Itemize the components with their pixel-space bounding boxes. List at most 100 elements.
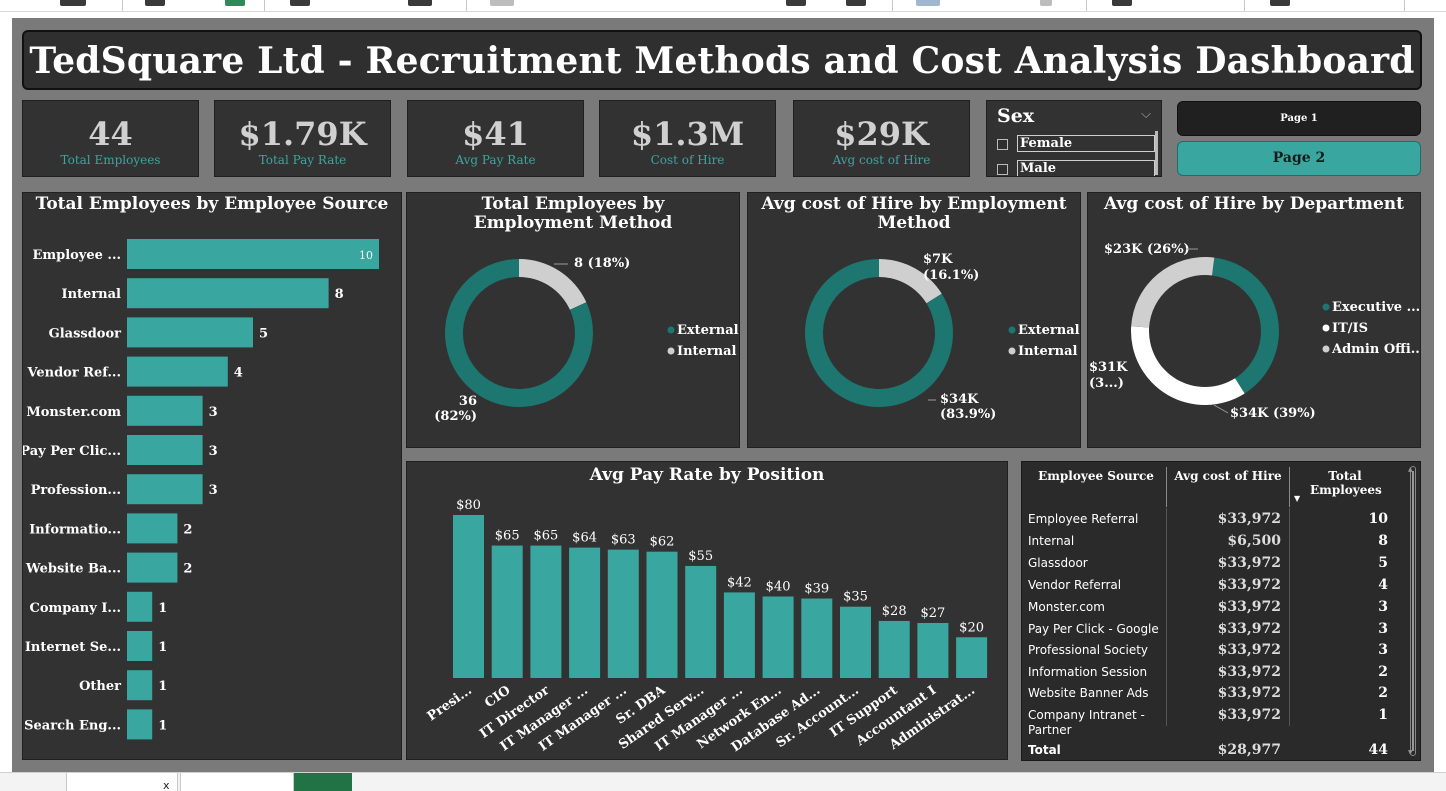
cell-separator [1166,682,1167,704]
ribbon-icon[interactable] [145,0,165,6]
kpi-label: Cost of Hire [650,153,725,167]
employee-source-bar-chart: Employee ... 10 Internal 8 Glassdoor 5 Vendor … [23,239,379,740]
ribbon-icon[interactable] [225,0,245,6]
legend-marker [667,326,675,334]
pay-by-position-chart-panel: Avg Pay Rate by Position $80 Presi... $65 C… [406,461,1008,760]
cell-cost: $33,972 [1217,577,1281,593]
donut-slice [879,259,942,304]
ribbon-icon[interactable] [408,0,432,6]
slicer-title: Sex [997,105,1035,127]
slicer-option-female[interactable]: Female [997,135,1155,153]
bar-data-label: $62 [650,535,675,550]
slicer-option-label: Male [1017,160,1155,176]
table-row[interactable]: Monster.com $33,972 3 [1026,596,1406,618]
bar-data-label: $65 [533,529,558,544]
cell-separator [1289,574,1290,596]
table-scrollbar[interactable]: ▲ ▼ [1408,466,1416,756]
bar [127,670,153,701]
cell-separator [1289,618,1290,640]
ribbon-icon[interactable] [290,0,310,6]
donut-slice [1212,257,1279,394]
ribbon-icon[interactable] [786,0,806,6]
ribbon-separator [1244,0,1245,11]
close-icon[interactable]: x [163,779,170,791]
page-2-button[interactable]: Page 2 [1177,141,1421,176]
cell-total: 4 [1378,577,1388,593]
sheet-tab[interactable] [66,773,178,791]
table-header-total[interactable]: Total Employees [1310,469,1382,497]
cell-separator [1166,704,1167,726]
column-separator [1166,467,1167,507]
bar-data-label: 5 [259,326,268,341]
cell-total: 3 [1378,642,1388,658]
bar-data-label: 4 [234,366,243,381]
cell-cost: $33,972 [1217,511,1281,527]
kpi-value: $41 [462,115,529,153]
bar-data-label: $42 [727,575,752,590]
ribbon-icon[interactable] [490,0,514,6]
bar [127,631,153,661]
bar [127,513,178,544]
slicer-scrollbar[interactable] [1155,131,1158,175]
ribbon-separator [466,0,467,11]
cell-source: Website Banner Ads [1028,686,1149,700]
ribbon-separator [1404,0,1405,11]
table-row[interactable]: Glassdoor $33,972 5 [1026,552,1406,574]
ribbon-icon[interactable] [846,0,866,6]
bar [801,598,833,678]
cell-separator [1289,661,1290,683]
sheet-tab[interactable] [180,773,294,791]
dashboard-title-bar: TedSquare Ltd - Recruitment Methods and … [22,30,1422,90]
chart-title: Total Employees by Employment Method [473,194,673,233]
page-1-button[interactable]: Page 1 [1177,101,1421,136]
bar-category-label: Vendor Ref... [26,366,121,381]
bar-category-label: Employee ... [32,248,121,263]
employment-method-donut-chart: 8 (18%) 36(82%) External Internal [434,256,738,424]
active-sheet-tab[interactable] [294,773,352,791]
table-row[interactable]: Website Banner Ads $33,972 2 [1026,682,1406,704]
scrollbar-thumb[interactable] [1412,471,1414,751]
table-row[interactable]: Internal $6,500 8 [1026,530,1406,552]
cell-total: 1 [1378,707,1388,723]
donut-data-label: (16.1%) [923,268,979,283]
table-header-cost[interactable]: Avg cost of Hire [1174,469,1282,483]
chevron-down-icon[interactable]: ⌵ [1141,107,1151,122]
bar-data-label: 3 [209,483,218,498]
table-row[interactable]: Employee Referral $33,972 10 [1026,508,1406,530]
cell-source: Monster.com [1028,600,1105,614]
kpi-value: $1.3M [630,115,745,153]
table-row[interactable]: Vendor Referral $33,972 4 [1026,574,1406,596]
table-header-source[interactable]: Employee Source [1038,469,1154,483]
table-row[interactable]: Company Intranet - Partner $33,972 1 [1026,704,1406,738]
checkbox[interactable] [997,139,1008,150]
kpi-card-cost-of-hire: $1.3M Cost of Hire [599,100,776,177]
checkbox[interactable] [997,164,1008,175]
employee-source-chart-panel: Total Employees by Employee Source Emplo… [22,192,402,760]
ribbon-icon[interactable] [60,0,86,6]
bar-category-label: Profession... [31,483,121,498]
sort-desc-icon[interactable]: ▼ [1294,494,1301,503]
ribbon-icon[interactable] [1040,0,1052,6]
ribbon-icon[interactable] [1112,0,1132,6]
bar-category-label: Internal [62,287,122,302]
bar-data-label: 8 [335,287,344,302]
donut-data-label: $23K (26%) [1104,242,1190,257]
scroll-up-icon[interactable]: ▲ [1408,466,1413,473]
kpi-label: Avg cost of Hire [832,153,931,167]
cost-by-method-chart-panel: Avg cost of Hire by Employment Method $7… [747,192,1081,448]
donut-data-label: (82%) [434,409,477,424]
ribbon-icon[interactable] [1270,0,1290,6]
cost-by-department-chart-panel: Avg cost of Hire by Department $23K (26%… [1087,192,1421,448]
cell-separator [1166,618,1167,640]
cell-separator [1289,639,1290,661]
donut-slice [1131,257,1215,328]
ribbon-icon[interactable] [916,0,940,6]
slicer-option-male[interactable]: Male [997,160,1155,176]
bar-category-label: Glassdoor [49,326,122,341]
table-row[interactable]: Pay Per Click - Google $33,972 3 [1026,618,1406,640]
table-row[interactable]: Professional Society $33,972 3 [1026,639,1406,661]
scroll-down-icon[interactable]: ▼ [1408,749,1413,756]
bar-data-label: 1 [158,679,167,694]
table-row[interactable]: Information Session $33,972 2 [1026,661,1406,683]
cell-separator [1289,704,1290,726]
